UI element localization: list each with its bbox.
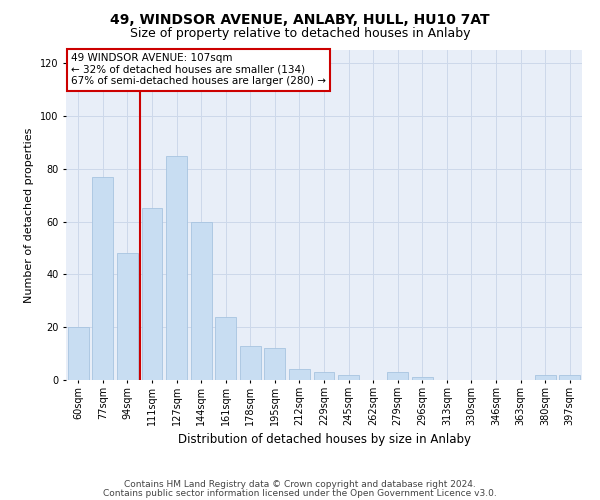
Text: 49, WINDSOR AVENUE, ANLABY, HULL, HU10 7AT: 49, WINDSOR AVENUE, ANLABY, HULL, HU10 7… — [110, 12, 490, 26]
Bar — [535, 374, 556, 380]
Text: Contains public sector information licensed under the Open Government Licence v3: Contains public sector information licen… — [103, 488, 497, 498]
Text: Contains HM Land Registry data © Crown copyright and database right 2024.: Contains HM Land Registry data © Crown c… — [124, 480, 476, 489]
Text: Size of property relative to detached houses in Anlaby: Size of property relative to detached ho… — [130, 28, 470, 40]
Bar — [240, 346, 261, 380]
Bar — [559, 374, 580, 380]
Bar — [412, 378, 433, 380]
Bar — [314, 372, 334, 380]
Bar — [68, 327, 89, 380]
Bar — [338, 374, 359, 380]
Bar — [215, 316, 236, 380]
Bar — [191, 222, 212, 380]
Bar — [289, 370, 310, 380]
Bar — [92, 176, 113, 380]
X-axis label: Distribution of detached houses by size in Anlaby: Distribution of detached houses by size … — [178, 434, 470, 446]
Text: 49 WINDSOR AVENUE: 107sqm
← 32% of detached houses are smaller (134)
67% of semi: 49 WINDSOR AVENUE: 107sqm ← 32% of detac… — [71, 54, 326, 86]
Bar — [265, 348, 286, 380]
Bar — [142, 208, 163, 380]
Y-axis label: Number of detached properties: Number of detached properties — [25, 128, 34, 302]
Bar — [117, 254, 138, 380]
Bar — [387, 372, 408, 380]
Bar — [166, 156, 187, 380]
